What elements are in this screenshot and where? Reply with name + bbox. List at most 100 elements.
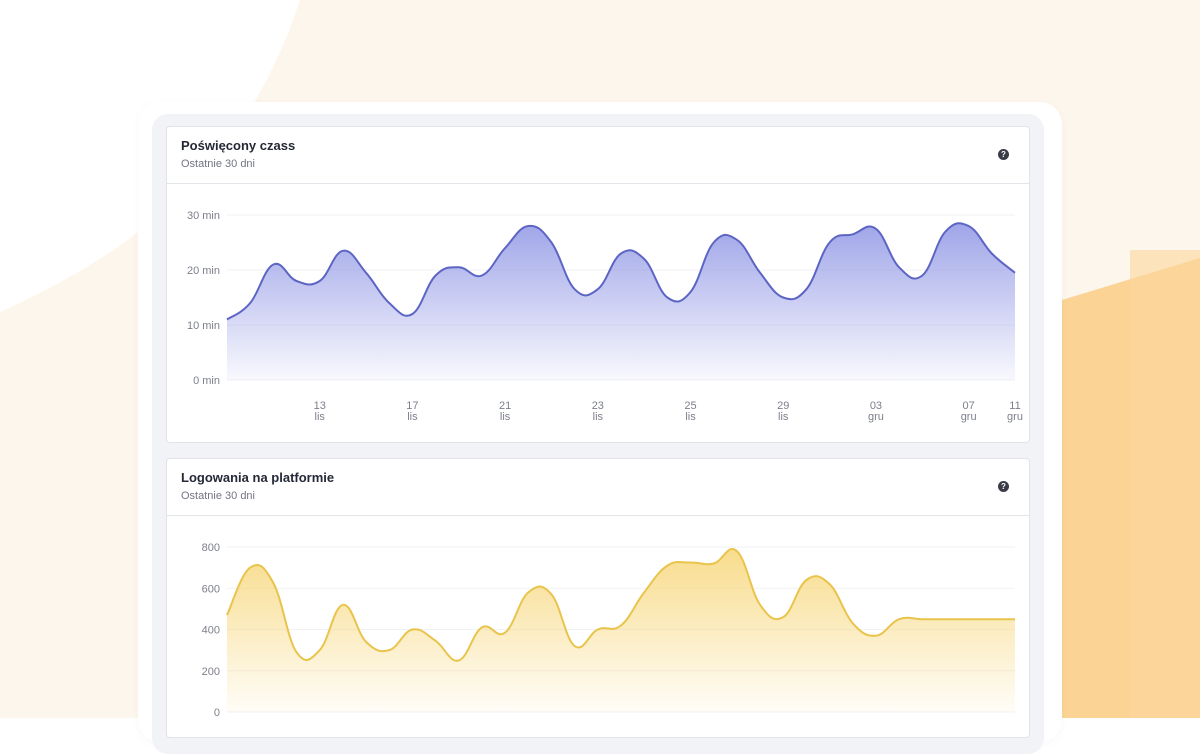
data-point[interactable] [734, 237, 740, 243]
data-point[interactable] [734, 548, 740, 554]
x-tick-month: gru [1007, 411, 1023, 423]
data-point[interactable] [317, 647, 323, 653]
card-header: Poświęcony czass Ostatnie 30 dni ? [167, 127, 1029, 184]
question-circle-icon[interactable]: ? [998, 149, 1009, 160]
data-point[interactable] [386, 647, 392, 653]
data-point[interactable] [989, 616, 995, 622]
data-point[interactable] [943, 616, 949, 622]
y-tick-label: 600 [202, 583, 220, 595]
data-point[interactable] [247, 565, 253, 571]
x-tick-day: 21 [499, 400, 511, 412]
data-point[interactable] [919, 616, 925, 622]
data-point[interactable] [572, 643, 578, 649]
x-tick-day: 13 [314, 400, 326, 412]
data-point[interactable] [317, 278, 323, 284]
data-point[interactable] [294, 649, 300, 655]
data-point[interactable] [340, 248, 346, 254]
data-point[interactable] [757, 270, 763, 276]
x-tick-month: lis [685, 411, 696, 423]
x-tick-month: gru [961, 411, 977, 423]
data-point[interactable] [1012, 270, 1018, 276]
data-point[interactable] [456, 264, 462, 270]
data-point[interactable] [525, 589, 531, 595]
data-point[interactable] [780, 614, 786, 620]
x-tick-month: lis [407, 411, 418, 423]
data-point[interactable] [664, 563, 670, 569]
data-point[interactable] [502, 245, 508, 251]
x-tick-day: 23 [592, 400, 604, 412]
data-point[interactable] [363, 270, 369, 276]
data-point[interactable] [386, 300, 392, 306]
data-point[interactable] [896, 616, 902, 622]
data-point[interactable] [409, 627, 415, 633]
x-tick-month: lis [500, 411, 511, 423]
data-point[interactable] [270, 262, 276, 268]
data-point[interactable] [433, 273, 439, 279]
card-header: Logowania na platformie Ostatnie 30 dni … [167, 459, 1029, 516]
data-point[interactable] [340, 602, 346, 608]
data-point[interactable] [711, 240, 717, 246]
data-point[interactable] [433, 638, 439, 644]
logins-card: Logowania na platformie Ostatnie 30 dni … [166, 458, 1030, 738]
data-point[interactable] [224, 612, 230, 618]
data-point[interactable] [409, 311, 415, 317]
data-point[interactable] [919, 273, 925, 279]
data-point[interactable] [224, 317, 230, 323]
data-point[interactable] [525, 223, 531, 229]
data-point[interactable] [896, 264, 902, 270]
card-subtitle: Ostatnie 30 dni [181, 490, 255, 502]
data-point[interactable] [688, 289, 694, 295]
data-point[interactable] [873, 633, 879, 639]
background-orange-strip [1130, 250, 1200, 718]
data-point[interactable] [850, 231, 856, 237]
data-point[interactable] [618, 251, 624, 257]
area-fill [227, 223, 1015, 380]
data-point[interactable] [1012, 616, 1018, 622]
data-point[interactable] [363, 639, 369, 645]
data-point[interactable] [595, 286, 601, 292]
data-point[interactable] [502, 630, 508, 636]
data-point[interactable] [803, 577, 809, 583]
data-point[interactable] [664, 295, 670, 301]
data-point[interactable] [711, 561, 717, 567]
x-tick-day: 07 [963, 400, 975, 412]
data-point[interactable] [479, 624, 485, 630]
data-point[interactable] [641, 256, 647, 262]
data-point[interactable] [966, 223, 972, 229]
data-point[interactable] [827, 240, 833, 246]
x-tick-day: 03 [870, 400, 882, 412]
data-point[interactable] [757, 602, 763, 608]
series-line [226, 548, 1015, 662]
data-point[interactable] [780, 295, 786, 301]
data-point[interactable] [873, 226, 879, 232]
x-tick-month: lis [778, 411, 789, 423]
data-point[interactable] [549, 240, 555, 246]
card-subtitle: Ostatnie 30 dni [181, 158, 255, 170]
y-tick-label: 0 [214, 707, 220, 719]
data-point[interactable] [456, 657, 462, 663]
x-tick-day: 11 [1009, 400, 1020, 412]
data-point[interactable] [803, 286, 809, 292]
data-point[interactable] [943, 229, 949, 235]
card-title: Poświęcony czass [181, 138, 296, 153]
data-point[interactable] [270, 580, 276, 586]
data-point[interactable] [618, 622, 624, 628]
data-point[interactable] [989, 251, 995, 257]
data-point[interactable] [827, 581, 833, 587]
x-tick-month: lis [315, 411, 326, 423]
data-point[interactable] [641, 589, 647, 595]
data-point[interactable] [595, 627, 601, 633]
data-point[interactable] [479, 273, 485, 279]
data-point[interactable] [549, 591, 555, 597]
data-point[interactable] [247, 300, 253, 306]
time-spent-card: Poświęcony czass Ostatnie 30 dni ? 0 min… [166, 126, 1030, 443]
data-point[interactable] [850, 620, 856, 626]
data-point[interactable] [572, 286, 578, 292]
data-point[interactable] [294, 278, 300, 284]
data-point[interactable] [966, 616, 972, 622]
data-point[interactable] [688, 560, 694, 566]
question-circle-icon[interactable]: ? [998, 481, 1009, 492]
x-tick-month: gru [868, 411, 884, 423]
y-tick-label: 30 min [187, 210, 220, 222]
